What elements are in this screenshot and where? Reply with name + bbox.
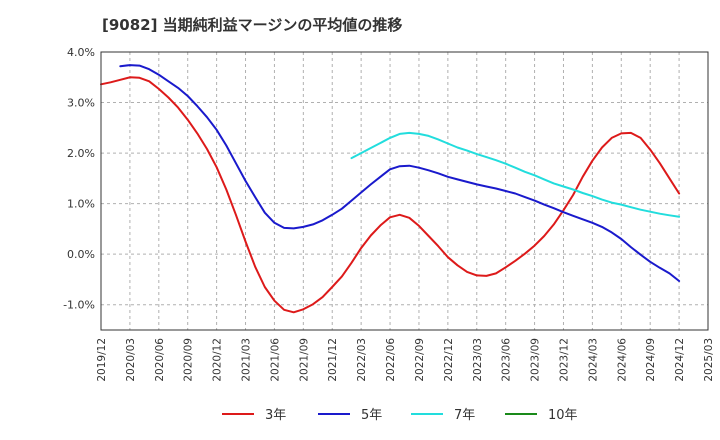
plot-frame <box>100 51 709 331</box>
legend-label-10年: 10年 <box>548 408 578 423</box>
x-tick-label: 2024/06 <box>616 338 628 382</box>
y-tick-label: 1.0% <box>67 198 95 211</box>
y-tick-label: 0.0% <box>67 248 95 261</box>
series-line-5年 <box>119 64 681 282</box>
x-tick-label: 2023/09 <box>530 338 542 382</box>
x-tick-label: 2023/06 <box>501 338 513 382</box>
x-tick-label: 2024/09 <box>645 338 657 382</box>
x-tick-label: 2022/06 <box>385 338 397 382</box>
x-tick-label: 2020/12 <box>212 338 224 382</box>
x-tick-label: 2023/03 <box>472 338 484 382</box>
x-tick-label: 2021/06 <box>269 338 281 382</box>
x-tick-label: 2022/03 <box>356 338 368 382</box>
legend: 3年 5年 7年 10年 <box>222 408 578 423</box>
x-tick-label: 2022/09 <box>414 338 426 382</box>
y-axis: -1.0% 0.0% 1.0% 2.0% 3.0% 4.0% <box>63 46 95 312</box>
chart-title: [9082] 当期純利益マージンの平均値の推移 <box>102 16 403 34</box>
x-tick-label: 2020/06 <box>154 338 166 382</box>
x-tick-label: 2022/12 <box>443 338 455 382</box>
x-tick-label: 2021/03 <box>241 338 253 382</box>
legend-label-7年: 7年 <box>454 408 475 423</box>
y-tick-label: 2.0% <box>67 147 95 160</box>
x-tick-label: 2021/09 <box>298 338 310 382</box>
y-tick-label: -1.0% <box>63 299 95 312</box>
x-tick-label: 2023/12 <box>558 338 570 382</box>
series-lines <box>100 64 681 314</box>
y-tick-label: 3.0% <box>67 97 95 110</box>
legend-label-3年: 3年 <box>265 408 286 423</box>
grid <box>100 51 709 330</box>
series-line-3年 <box>100 76 681 314</box>
x-axis: 2019/12 2020/03 2020/06 2020/09 2020/12 2021/… <box>96 338 715 382</box>
y-tick-label: 4.0% <box>67 46 95 59</box>
x-tick-label: 2024/12 <box>674 338 686 382</box>
x-tick-label: 2021/12 <box>327 338 339 382</box>
x-tick-label: 2024/03 <box>587 338 599 382</box>
series-line-7年 <box>350 131 681 218</box>
x-tick-label: 2020/09 <box>183 338 195 382</box>
x-tick-label: 2020/03 <box>125 338 137 382</box>
x-tick-label: 2019/12 <box>96 338 108 382</box>
x-tick-label: 2025/03 <box>703 338 715 382</box>
legend-label-5年: 5年 <box>361 408 382 423</box>
